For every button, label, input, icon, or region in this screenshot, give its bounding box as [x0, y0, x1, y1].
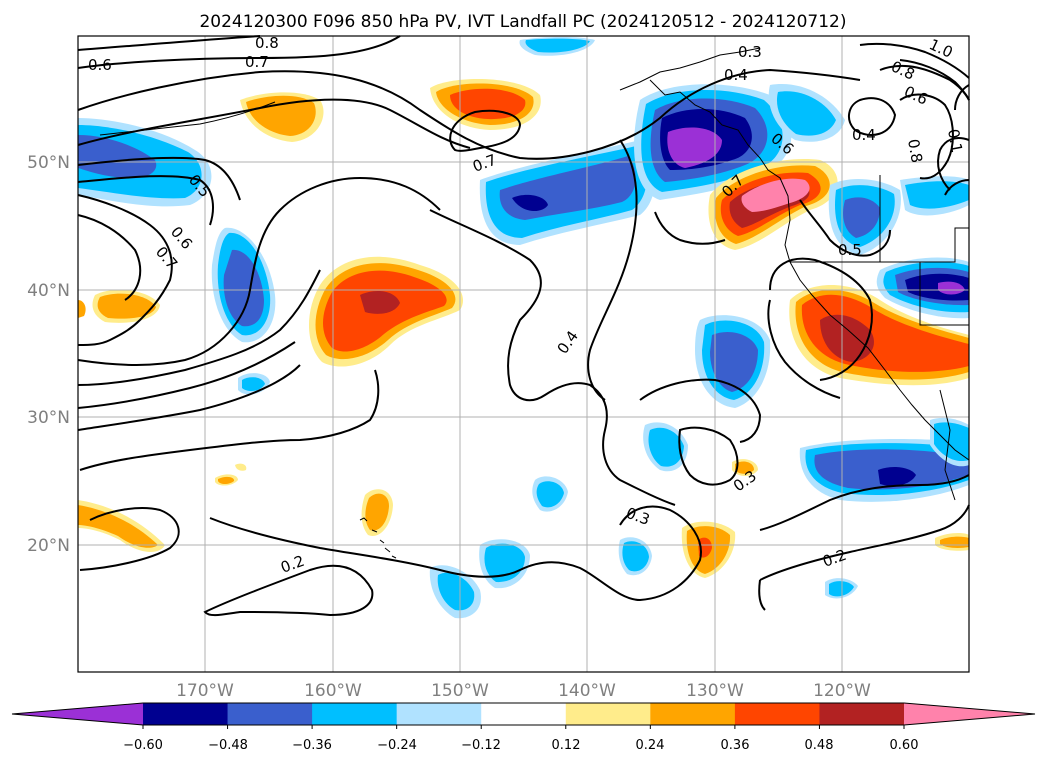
colorbar-segment [565, 703, 651, 725]
contour-label: 0.4 [852, 126, 876, 144]
colorbar-tick-label: −0.24 [377, 738, 417, 753]
colorbar-segment [734, 703, 820, 725]
colorbar-tick-label: 0.12 [552, 738, 581, 753]
colorbar-tick-label: 0.36 [721, 738, 750, 753]
contour-label: 0.4 [724, 66, 748, 84]
colorbar-tick-label: 0.60 [890, 738, 919, 753]
contour-label: 0.8 [904, 138, 926, 165]
colorbar-tick-label: −0.60 [123, 738, 163, 753]
lat-label: 50°N [27, 153, 70, 173]
lon-label: 140°W [558, 681, 616, 701]
contour-label: 0.5 [838, 241, 862, 259]
colorbar-tick-label: −0.48 [208, 738, 248, 753]
colorbar-tick-label: 0.24 [636, 738, 665, 753]
contour-label: 0.3 [738, 43, 762, 61]
colorbar-tick-label: 0.48 [805, 738, 834, 753]
colorbar-segment [227, 703, 313, 725]
colorbar-segment [481, 703, 567, 725]
pv-contours [77, 35, 970, 617]
latitude-labels: 50°N 40°N 30°N 20°N [27, 153, 70, 556]
contour-label: 0.6 [88, 56, 112, 74]
lon-label: 130°W [686, 681, 744, 701]
lon-label: 170°W [176, 681, 234, 701]
lon-label: 120°W [813, 681, 871, 701]
lat-label: 20°N [27, 536, 70, 556]
longitude-labels: 170°W 160°W 150°W 140°W 130°W 120°W [176, 681, 871, 701]
colorbar-tick-labels: −0.60 −0.48 −0.36 −0.24 −0.12 0.12 0.24 … [123, 738, 918, 753]
figure-title: 2024120300 F096 850 hPa PV, IVT Landfall… [199, 12, 846, 32]
colorbar-arrow-left [12, 703, 143, 725]
colorbar-tick-label: −0.36 [292, 738, 332, 753]
lon-label: 160°W [304, 681, 362, 701]
lat-label: 40°N [27, 281, 70, 301]
map-frame [77, 35, 970, 673]
colorbar-segment [143, 703, 229, 725]
colorbar-segment [396, 703, 482, 725]
colorbar-arrow-right [904, 703, 1035, 725]
contour-label: 0.8 [255, 34, 279, 52]
contour-label: 0.1 [944, 128, 966, 155]
colorbar-segment [650, 703, 736, 725]
colorbar-tick-label: −0.12 [461, 738, 501, 753]
colorbar-segment [312, 703, 398, 725]
colorbar [11, 702, 1036, 729]
lon-label: 150°W [431, 681, 489, 701]
colorbar-segment [819, 703, 905, 725]
contour-label: 0.7 [245, 53, 269, 71]
lat-label: 30°N [27, 408, 70, 428]
